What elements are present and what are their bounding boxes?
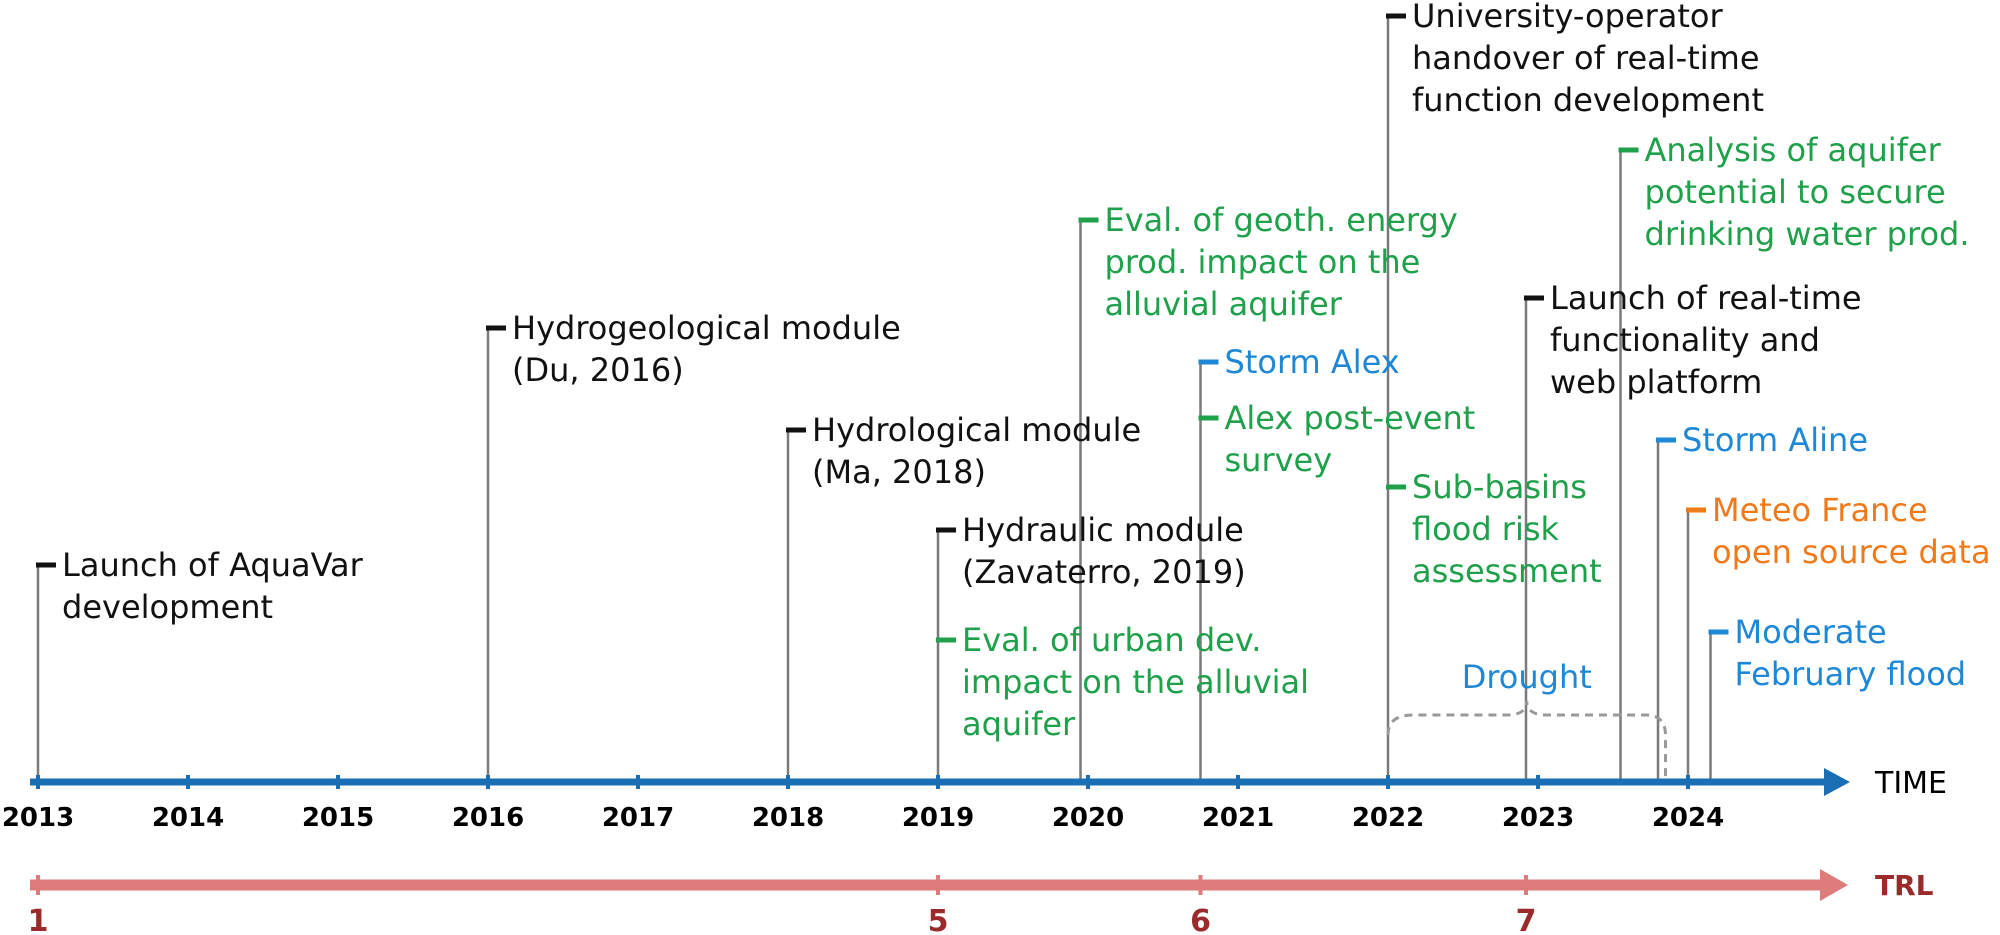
event-text-handover: University-operator	[1412, 0, 1723, 35]
year-label-2023: 2023	[1502, 803, 1574, 833]
event-text-hydraulic: (Zavaterro, 2019)	[962, 553, 1246, 591]
event-hydrological: Hydrological module (Ma, 2018)	[786, 411, 1141, 491]
drought-brace	[1386, 700, 1667, 777]
event-text-handover: handover of real-time	[1412, 39, 1760, 77]
event-realtime: Launch of real-time functionality and web …	[1524, 279, 1862, 401]
event-text-storm-aline: Storm Aline	[1682, 421, 1868, 459]
event-text-aquifer-potential: potential to secure	[1645, 173, 1946, 211]
year-label-2017: 2017	[602, 803, 674, 833]
event-text-alex-survey: Alex post-event	[1225, 399, 1476, 437]
event-text-urban: Eval. of urban dev.	[962, 621, 1261, 659]
event-urban: Eval. of urban dev. impact on the alluvia…	[936, 621, 1309, 743]
event-text-feb-flood: February flood	[1735, 655, 1967, 693]
event-text-meteo: Meteo France	[1712, 491, 1928, 529]
event-aquifer-potential: Analysis of aquifer potential to secure dr…	[1618, 131, 1970, 253]
event-alex-survey: Alex post-event survey	[1198, 399, 1476, 479]
event-text-alex-survey: survey	[1225, 441, 1333, 479]
event-text-handover: function development	[1412, 81, 1764, 119]
event-text-feb-flood: Moderate	[1735, 613, 1887, 651]
trl-level-1: 1	[28, 904, 49, 935]
event-text-realtime: Launch of real-time	[1550, 279, 1862, 317]
year-label-2014: 2014	[152, 803, 224, 833]
event-text-realtime: functionality and	[1550, 321, 1820, 359]
event-text-aquavar: Launch of AquaVar	[62, 546, 364, 584]
events: Launch of AquaVar development Hydrogeologi…	[36, 0, 1991, 743]
event-text-subbasins: Sub-basins	[1412, 468, 1587, 506]
event-text-geoth: prod. impact on the	[1105, 243, 1421, 281]
year-label-2018: 2018	[752, 803, 824, 833]
event-stems	[36, 16, 1712, 782]
event-geoth: Eval. of geoth. energy prod. impact on th…	[1078, 201, 1458, 323]
trl-level-6: 6	[1190, 904, 1211, 935]
event-text-geoth: Eval. of geoth. energy	[1105, 201, 1458, 239]
drought-label: Drought	[1462, 658, 1592, 696]
trl-level-5: 5	[928, 904, 949, 935]
trl-level-7: 7	[1516, 904, 1537, 935]
event-text-hydrological: Hydrological module	[812, 411, 1141, 449]
event-text-aquifer-potential: drinking water prod.	[1645, 215, 1970, 253]
event-feb-flood: Moderate February flood	[1708, 613, 1967, 693]
event-subbasins: Sub-basins flood risk assessment	[1386, 468, 1602, 590]
event-aquavar: Launch of AquaVar development	[36, 546, 364, 626]
event-text-subbasins: flood risk	[1412, 510, 1560, 548]
event-storm-alex: Storm Alex	[1198, 343, 1400, 381]
year-label-2019: 2019	[902, 803, 974, 833]
year-label-2021: 2021	[1202, 803, 1274, 833]
event-text-aquavar: development	[62, 588, 273, 626]
year-label-2022: 2022	[1352, 803, 1424, 833]
trl-axis-arrowhead	[1820, 869, 1848, 901]
event-text-hydrogeo: (Du, 2016)	[512, 351, 684, 389]
event-meteo: Meteo France open source data	[1686, 491, 1991, 571]
event-text-aquifer-potential: Analysis of aquifer	[1645, 131, 1942, 169]
event-text-hydrogeo: Hydrogeological module	[512, 309, 901, 347]
event-text-hydrological: (Ma, 2018)	[812, 453, 986, 491]
event-handover: University-operator handover of real-time…	[1386, 0, 1764, 119]
event-text-storm-alex: Storm Alex	[1225, 343, 1400, 381]
event-text-subbasins: assessment	[1412, 552, 1602, 590]
event-text-geoth: alluvial aquifer	[1105, 285, 1343, 323]
time-axis-label: TIME	[1874, 766, 1947, 801]
year-label-2013: 2013	[2, 803, 74, 833]
trl-axis-label: TRL	[1875, 869, 1934, 902]
year-label-2020: 2020	[1052, 803, 1124, 833]
year-label-2016: 2016	[452, 803, 524, 833]
event-text-urban: aquifer	[962, 705, 1076, 743]
event-hydrogeo: Hydrogeological module (Du, 2016)	[486, 309, 901, 389]
time-axis: TIME 2013 2014 2015 2016 2017 2018 2019 2020 202…	[2, 766, 1947, 833]
event-text-urban: impact on the alluvial	[962, 663, 1309, 701]
year-label-2024: 2024	[1652, 803, 1724, 833]
event-storm-aline: Storm Aline	[1656, 421, 1868, 459]
event-text-meteo: open source data	[1712, 533, 1991, 571]
time-axis-arrowhead	[1824, 768, 1850, 796]
event-hydraulic: Hydraulic module (Zavaterro, 2019)	[936, 511, 1246, 591]
event-text-hydraulic: Hydraulic module	[962, 511, 1244, 549]
event-text-realtime: web platform	[1550, 363, 1762, 401]
year-label-2015: 2015	[302, 803, 374, 833]
drought-period: Drought	[1386, 658, 1667, 777]
year-ticks: 2013 2014 2015 2016 2017 2018 2019 2020 2021 2022…	[2, 775, 1724, 833]
